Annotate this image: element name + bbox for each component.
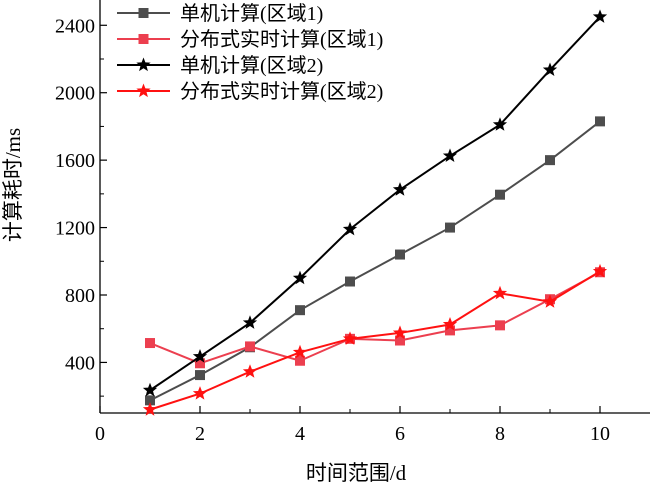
x-tick-label: 10 xyxy=(590,423,610,445)
series-line xyxy=(149,271,601,365)
y-tick-label: 2000 xyxy=(55,83,95,105)
data-point xyxy=(295,355,305,366)
legend-marker xyxy=(138,8,149,18)
data-point xyxy=(542,294,558,308)
data-point xyxy=(145,395,155,406)
series-line xyxy=(149,270,601,411)
x-tick-label: 0 xyxy=(95,423,105,445)
chart-axes xyxy=(99,0,650,414)
x-tick-label: 6 xyxy=(395,423,405,445)
data-point xyxy=(342,331,358,345)
data-point xyxy=(242,315,258,329)
legend-item: 分布式实时计算(区域1) xyxy=(117,28,383,51)
series-line xyxy=(149,16,601,392)
data-point xyxy=(195,370,205,381)
data-point xyxy=(495,320,505,331)
y-tick-label: 1600 xyxy=(55,150,95,172)
data-point xyxy=(492,285,508,300)
data-point xyxy=(142,402,158,416)
data-point xyxy=(395,249,405,260)
series-3 xyxy=(142,9,608,397)
legend-item: 单机计算(区域1) xyxy=(117,2,323,25)
data-point xyxy=(442,317,458,331)
data-point xyxy=(192,386,208,400)
data-point xyxy=(145,338,155,349)
data-point xyxy=(292,270,308,285)
data-point xyxy=(392,325,408,339)
data-point xyxy=(295,305,305,316)
data-point xyxy=(342,221,358,236)
data-point xyxy=(442,148,458,162)
legend-label: 单机计算(区域1) xyxy=(180,2,323,25)
data-point xyxy=(545,155,555,166)
data-point xyxy=(395,335,405,346)
data-point xyxy=(345,276,355,287)
data-point xyxy=(392,182,408,196)
legend-marker xyxy=(138,34,149,44)
x-tick-label: 4 xyxy=(295,423,305,445)
legend-label: 分布式实时计算(区域1) xyxy=(180,28,383,51)
x-tick-label: 8 xyxy=(495,423,505,445)
series-1 xyxy=(145,116,605,406)
data-point xyxy=(245,341,255,352)
data-point xyxy=(592,9,608,23)
legend-marker xyxy=(136,57,151,72)
x-axis-title: 时间范围/d xyxy=(306,461,407,485)
data-point xyxy=(445,325,455,336)
y-tick-label: 800 xyxy=(65,285,95,307)
data-point xyxy=(195,358,205,369)
axis-ticks: 0 2 4 6 8 10 400 800 1200 1600 2000 2400 xyxy=(55,15,610,445)
data-point xyxy=(492,117,508,131)
data-point xyxy=(445,222,455,233)
data-point xyxy=(292,344,308,359)
series-2 xyxy=(145,267,605,369)
y-axis-title: 计算耗时/ms xyxy=(1,128,25,242)
data-point xyxy=(592,263,608,278)
legend-item: 单机计算(区域2) xyxy=(117,54,323,77)
data-point xyxy=(495,189,505,200)
legend-label: 分布式实时计算(区域2) xyxy=(180,80,383,103)
data-point xyxy=(242,364,258,378)
legend-label: 单机计算(区域2) xyxy=(180,54,323,77)
data-point xyxy=(192,349,208,363)
y-tick-label: 2400 xyxy=(55,15,95,37)
legend-item: 分布式实时计算(区域2) xyxy=(117,80,383,103)
y-tick-label: 400 xyxy=(65,352,95,374)
y-tick-label: 1200 xyxy=(55,218,95,240)
legend: 单机计算(区域1) 分布式实时计算(区域1) 单机计算(区域2) 分布式实时计算(区域… xyxy=(117,2,383,103)
series-layer xyxy=(142,9,608,416)
data-point xyxy=(542,62,558,77)
legend-marker xyxy=(136,83,151,98)
data-point xyxy=(595,116,605,127)
series-4 xyxy=(142,263,608,416)
x-tick-label: 2 xyxy=(195,423,205,445)
series-line xyxy=(149,120,601,402)
data-point xyxy=(142,382,158,397)
